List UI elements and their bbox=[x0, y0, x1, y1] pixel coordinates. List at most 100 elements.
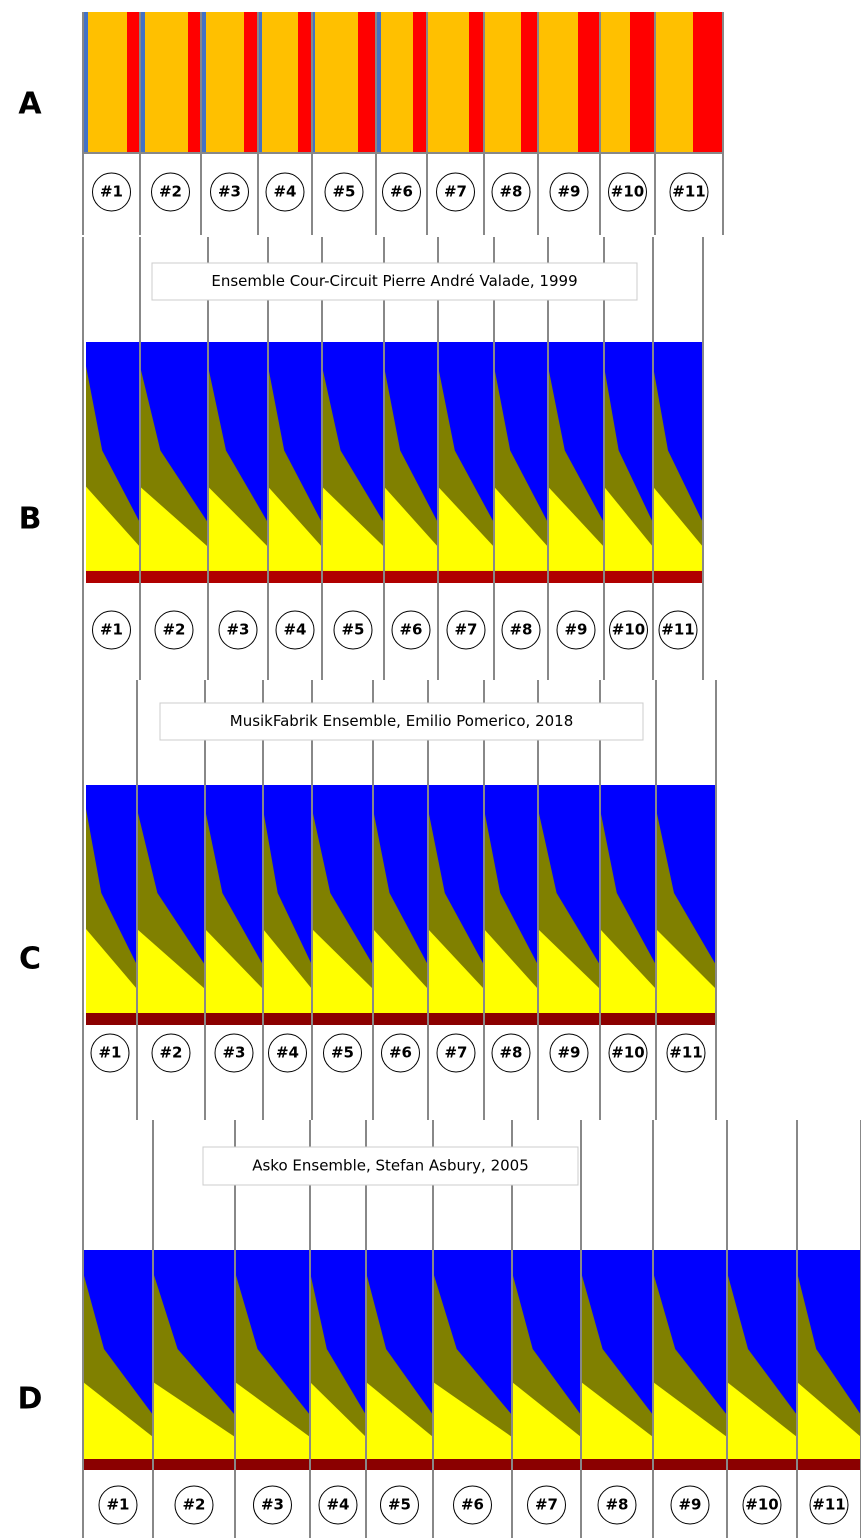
segment-circle bbox=[609, 610, 648, 650]
segment-label: #3 bbox=[226, 621, 249, 639]
spectrogram-yellow bbox=[137, 929, 205, 1025]
spectrogram-red bbox=[604, 570, 653, 583]
panel-letter: C bbox=[19, 942, 41, 977]
spectrogram-yellow bbox=[384, 486, 438, 583]
panel-letter: D bbox=[18, 1382, 43, 1417]
segment-label: #5 bbox=[331, 1044, 354, 1062]
spectrogram-red bbox=[140, 570, 208, 583]
segment-label: #7 bbox=[444, 1044, 467, 1062]
segment-circle bbox=[214, 1033, 254, 1073]
segment-label: #5 bbox=[332, 183, 355, 201]
caption: Ensemble Cour-Circuit Pierre André Valad… bbox=[211, 272, 577, 290]
segment-circle bbox=[669, 172, 709, 212]
segment-label: #2 bbox=[182, 1496, 205, 1514]
segment-circle bbox=[382, 172, 421, 212]
stripe-red bbox=[413, 12, 427, 153]
segment-circle bbox=[549, 172, 589, 212]
segment-circle bbox=[380, 1485, 419, 1525]
segment-circle bbox=[210, 172, 249, 212]
segment-circle bbox=[92, 610, 131, 650]
spectrogram-red bbox=[653, 570, 703, 583]
spectrogram-yellow bbox=[494, 486, 548, 583]
spectrogram-red bbox=[373, 1013, 428, 1025]
segment-label: #4 bbox=[283, 621, 306, 639]
spectrogram-yellow bbox=[86, 486, 140, 583]
segment-label: #10 bbox=[612, 621, 645, 639]
stripe-red bbox=[521, 12, 538, 153]
segment-circle bbox=[446, 610, 486, 650]
panel-letter: A bbox=[18, 87, 42, 122]
segment-circle bbox=[218, 610, 258, 650]
spectrogram-yellow bbox=[86, 929, 137, 1025]
segment-circle bbox=[318, 1485, 358, 1525]
segment-label: #9 bbox=[557, 1044, 580, 1062]
segment-label: #10 bbox=[611, 183, 644, 201]
spectrogram-red bbox=[83, 1459, 153, 1470]
segment-circle bbox=[597, 1485, 637, 1525]
spectrogram-yellow bbox=[604, 486, 653, 583]
segment-label: #6 bbox=[461, 1496, 484, 1514]
spectrogram-yellow bbox=[310, 1382, 366, 1470]
segment-label: #7 bbox=[444, 183, 467, 201]
spectrogram-yellow bbox=[797, 1382, 861, 1470]
segment-circle bbox=[268, 1033, 307, 1073]
spectrogram-red bbox=[208, 570, 268, 583]
stripe-blue bbox=[258, 12, 262, 153]
segment-label: #9 bbox=[564, 621, 587, 639]
segment-label: #11 bbox=[661, 621, 694, 639]
spectrogram-yellow bbox=[373, 929, 428, 1025]
spectrogram-red bbox=[656, 1013, 716, 1025]
spectrogram-red bbox=[512, 1459, 581, 1470]
spectrogram-yellow bbox=[484, 929, 538, 1025]
spectrogram-red bbox=[438, 570, 494, 583]
segment-label: #8 bbox=[605, 1496, 628, 1514]
spectrogram-red bbox=[366, 1459, 433, 1470]
spectrogram-red bbox=[312, 1013, 373, 1025]
segment-circle bbox=[92, 172, 131, 212]
stripe-red bbox=[693, 12, 723, 153]
segment-label: #3 bbox=[218, 183, 241, 201]
segment-circle bbox=[491, 172, 531, 212]
segment-circle bbox=[275, 610, 315, 650]
spectrogram-red bbox=[484, 1013, 538, 1025]
segment-label: #11 bbox=[672, 183, 705, 201]
segment-circle bbox=[324, 172, 364, 212]
segment-label: #3 bbox=[222, 1044, 245, 1062]
spectrogram-red bbox=[548, 570, 604, 583]
spectrogram-red bbox=[235, 1459, 310, 1470]
segment-label: #3 bbox=[261, 1496, 284, 1514]
stripe-red bbox=[298, 12, 312, 153]
spectrogram-yellow bbox=[208, 486, 268, 583]
segment-label: #2 bbox=[159, 183, 182, 201]
spectrogram-yellow bbox=[653, 1382, 727, 1470]
spectrogram-yellow bbox=[366, 1382, 433, 1470]
segment-label: #1 bbox=[100, 183, 123, 201]
stripe-red bbox=[244, 12, 258, 153]
spectrogram-red bbox=[600, 1013, 656, 1025]
segment-label: #1 bbox=[106, 1496, 129, 1514]
spectrogram-yellow bbox=[263, 929, 312, 1025]
segment-label: #11 bbox=[812, 1496, 845, 1514]
segment-label: #10 bbox=[745, 1496, 778, 1514]
segment-circle bbox=[453, 1485, 492, 1525]
segment-label: #10 bbox=[611, 1044, 644, 1062]
spectrogram-yellow bbox=[600, 929, 656, 1025]
segment-circle bbox=[265, 172, 305, 212]
spectrogram-yellow bbox=[312, 929, 373, 1025]
segment-label: #8 bbox=[499, 1044, 522, 1062]
segment-circle bbox=[151, 1033, 191, 1073]
segment-circle bbox=[549, 1033, 589, 1073]
segment-circle bbox=[436, 172, 475, 212]
segment-label: #9 bbox=[678, 1496, 701, 1514]
spectrogram-red bbox=[322, 570, 384, 583]
panel-letter: B bbox=[19, 502, 42, 537]
caption-box bbox=[151, 262, 638, 301]
stripe-blue bbox=[376, 12, 381, 153]
segment-circle bbox=[501, 610, 541, 650]
spectrogram-red bbox=[263, 1013, 312, 1025]
segment-circle bbox=[608, 172, 647, 212]
spectrogram-yellow bbox=[433, 1382, 512, 1470]
stripe-blue bbox=[312, 12, 315, 153]
spectrogram-red bbox=[86, 570, 140, 583]
